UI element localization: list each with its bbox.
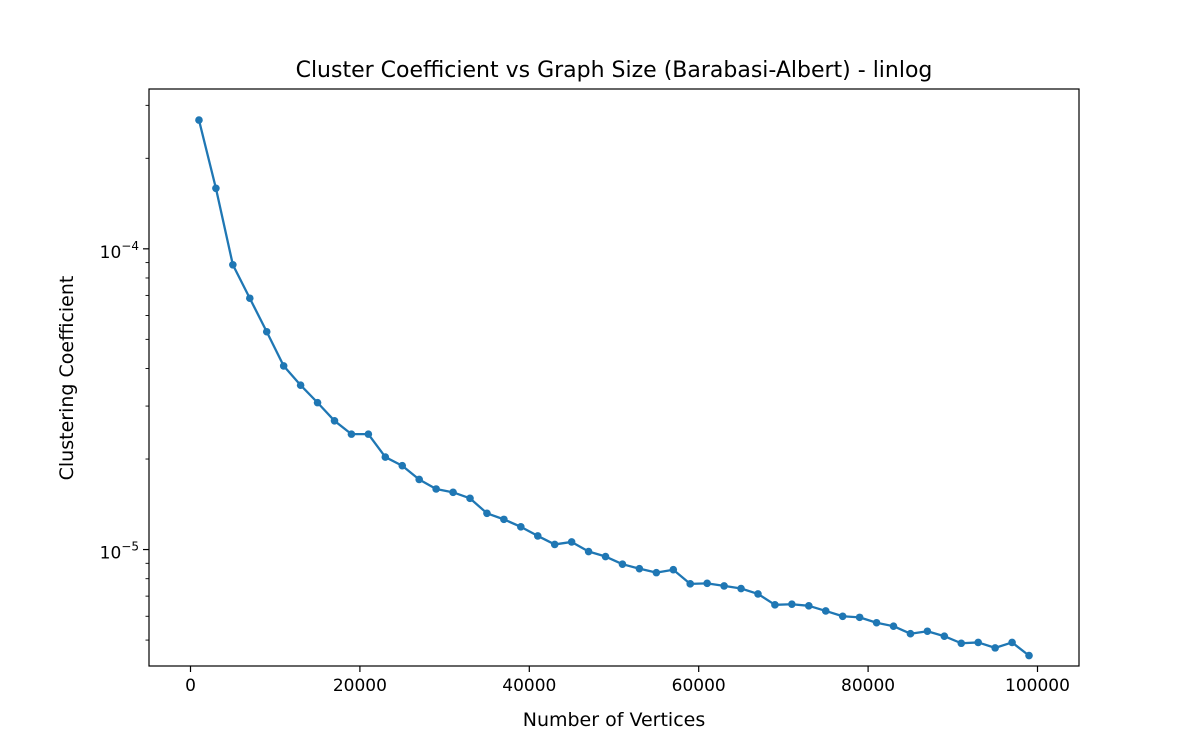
data-point	[533, 532, 542, 540]
data-point	[906, 629, 915, 638]
data-point	[940, 632, 949, 641]
data-point	[720, 582, 728, 590]
data-point	[737, 584, 745, 593]
data-point	[652, 568, 661, 577]
data-point	[550, 540, 559, 549]
data-point	[771, 601, 779, 609]
x-tick-label: 20000	[333, 676, 387, 696]
data-point	[245, 294, 254, 303]
x-axis-label: Number of Vertices	[523, 709, 706, 731]
data-point	[754, 590, 762, 598]
data-point	[838, 612, 847, 621]
data-point	[229, 260, 237, 269]
data-point	[686, 580, 695, 588]
data-point	[212, 184, 220, 193]
x-tick-label: 40000	[502, 676, 556, 696]
y-axis-label: Clustering Coefficient	[56, 276, 78, 481]
data-point	[889, 622, 898, 631]
data-point	[923, 627, 932, 636]
data-point	[483, 509, 491, 518]
data-point	[872, 618, 881, 627]
data-point	[466, 494, 474, 503]
x-tick-label: 80000	[841, 676, 895, 696]
data-point	[855, 613, 864, 622]
data-point	[296, 381, 305, 389]
data-point	[364, 430, 373, 438]
data-point	[195, 116, 203, 124]
y-tick-label: 10−4	[100, 239, 139, 263]
data-point	[669, 565, 678, 574]
x-tick-label: 0	[185, 676, 196, 696]
data-point	[330, 417, 339, 425]
data-point	[805, 602, 813, 610]
data-point	[381, 453, 390, 461]
data-point	[635, 564, 644, 573]
x-tick-label: 100000	[1005, 676, 1070, 696]
data-point	[974, 638, 983, 647]
y-tick-base: 10	[100, 243, 122, 263]
data-point	[449, 488, 457, 497]
series-layer	[195, 116, 1033, 660]
data-point	[584, 547, 593, 556]
chart-title: Cluster Coefficient vs Graph Size (Barab…	[296, 58, 933, 83]
data-point	[262, 327, 271, 336]
data-point	[500, 515, 508, 524]
y-tick-exponent: −5	[121, 540, 139, 554]
data-point	[788, 600, 796, 609]
data-point	[703, 579, 711, 588]
data-point	[415, 475, 423, 484]
data-point	[398, 461, 407, 470]
y-tick-exponent: −4	[121, 239, 139, 253]
data-point	[618, 560, 627, 568]
data-point	[957, 639, 966, 648]
data-point	[1025, 651, 1033, 660]
data-point	[347, 430, 356, 438]
x-tick-label: 60000	[672, 676, 726, 696]
data-point	[821, 607, 830, 615]
data-point	[313, 398, 322, 407]
plot-frame	[148, 88, 1080, 667]
data-point	[567, 538, 576, 546]
data-point	[601, 552, 610, 561]
y-tick-label: 10−5	[100, 540, 139, 564]
data-point	[432, 485, 440, 493]
data-point	[991, 644, 999, 652]
y-tick-base: 10	[100, 544, 122, 564]
data-point	[279, 362, 288, 370]
data-point	[517, 523, 525, 531]
data-point	[1008, 638, 1016, 647]
